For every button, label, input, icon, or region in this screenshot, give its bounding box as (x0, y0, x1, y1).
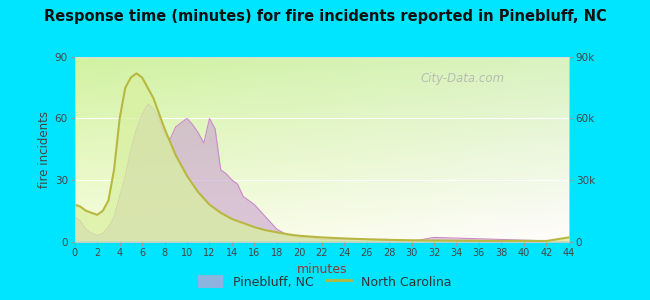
X-axis label: minutes: minutes (296, 262, 347, 276)
Legend: Pinebluff, NC, North Carolina: Pinebluff, NC, North Carolina (193, 270, 457, 294)
Y-axis label: fire incidents: fire incidents (38, 111, 51, 188)
Text: City-Data.com: City-Data.com (421, 72, 504, 85)
Text: Response time (minutes) for fire incidents reported in Pinebluff, NC: Response time (minutes) for fire inciden… (44, 9, 606, 24)
